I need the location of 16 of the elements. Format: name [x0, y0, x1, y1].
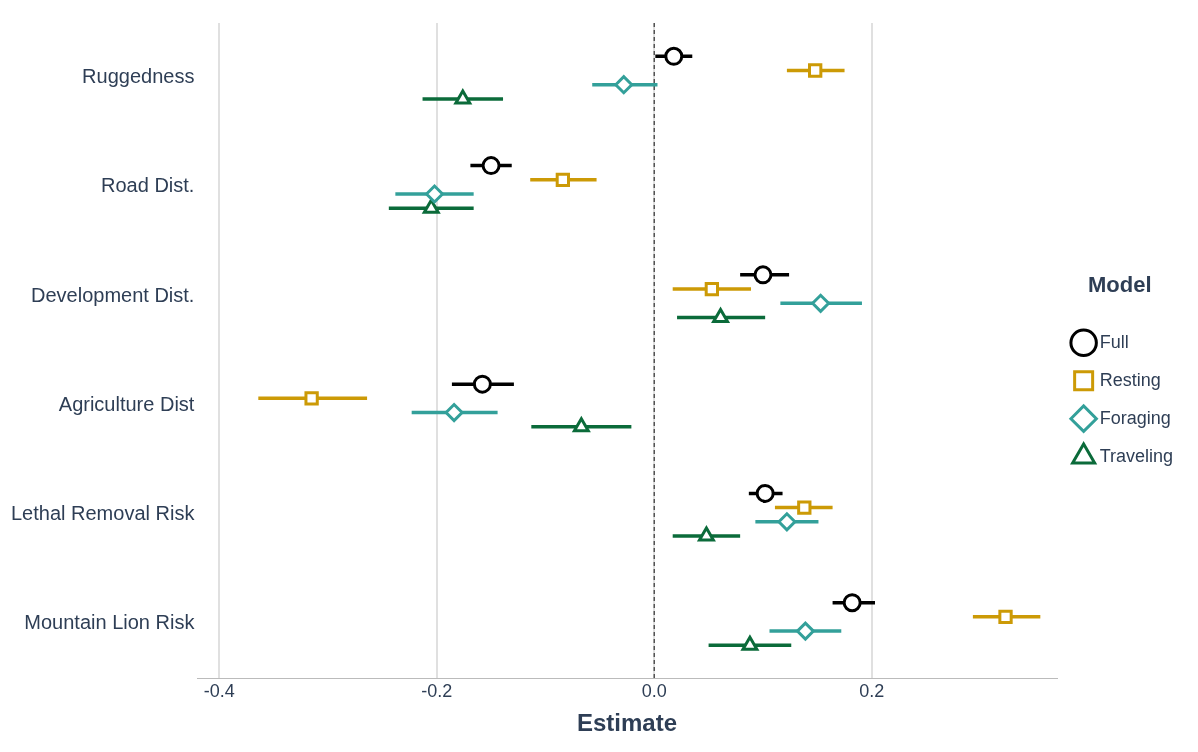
y-tick-label: Lethal Removal Risk — [10, 502, 196, 525]
y-tick-label: Ruggedness — [82, 65, 195, 88]
legend-label: Full — [1099, 331, 1129, 352]
x-axis-title: Estimate — [577, 709, 678, 737]
legend-title: Model — [1088, 272, 1152, 298]
y-tick-label: Agriculture Dist — [58, 392, 195, 415]
y-tick-label: Development Dist. — [31, 283, 195, 306]
x-tick-label: -0.2 — [421, 681, 453, 702]
x-tick-label: -0.4 — [203, 681, 235, 702]
y-tick-label: Mountain Lion Risk — [24, 611, 196, 634]
legend-label: Foraging — [1099, 407, 1171, 428]
legend-label: Resting — [1099, 369, 1161, 390]
x-tick-label: 0.0 — [641, 681, 667, 702]
y-tick-label: Road Dist. — [101, 174, 195, 197]
x-tick-label: 0.2 — [859, 681, 885, 702]
legend-label: Traveling — [1099, 445, 1174, 466]
